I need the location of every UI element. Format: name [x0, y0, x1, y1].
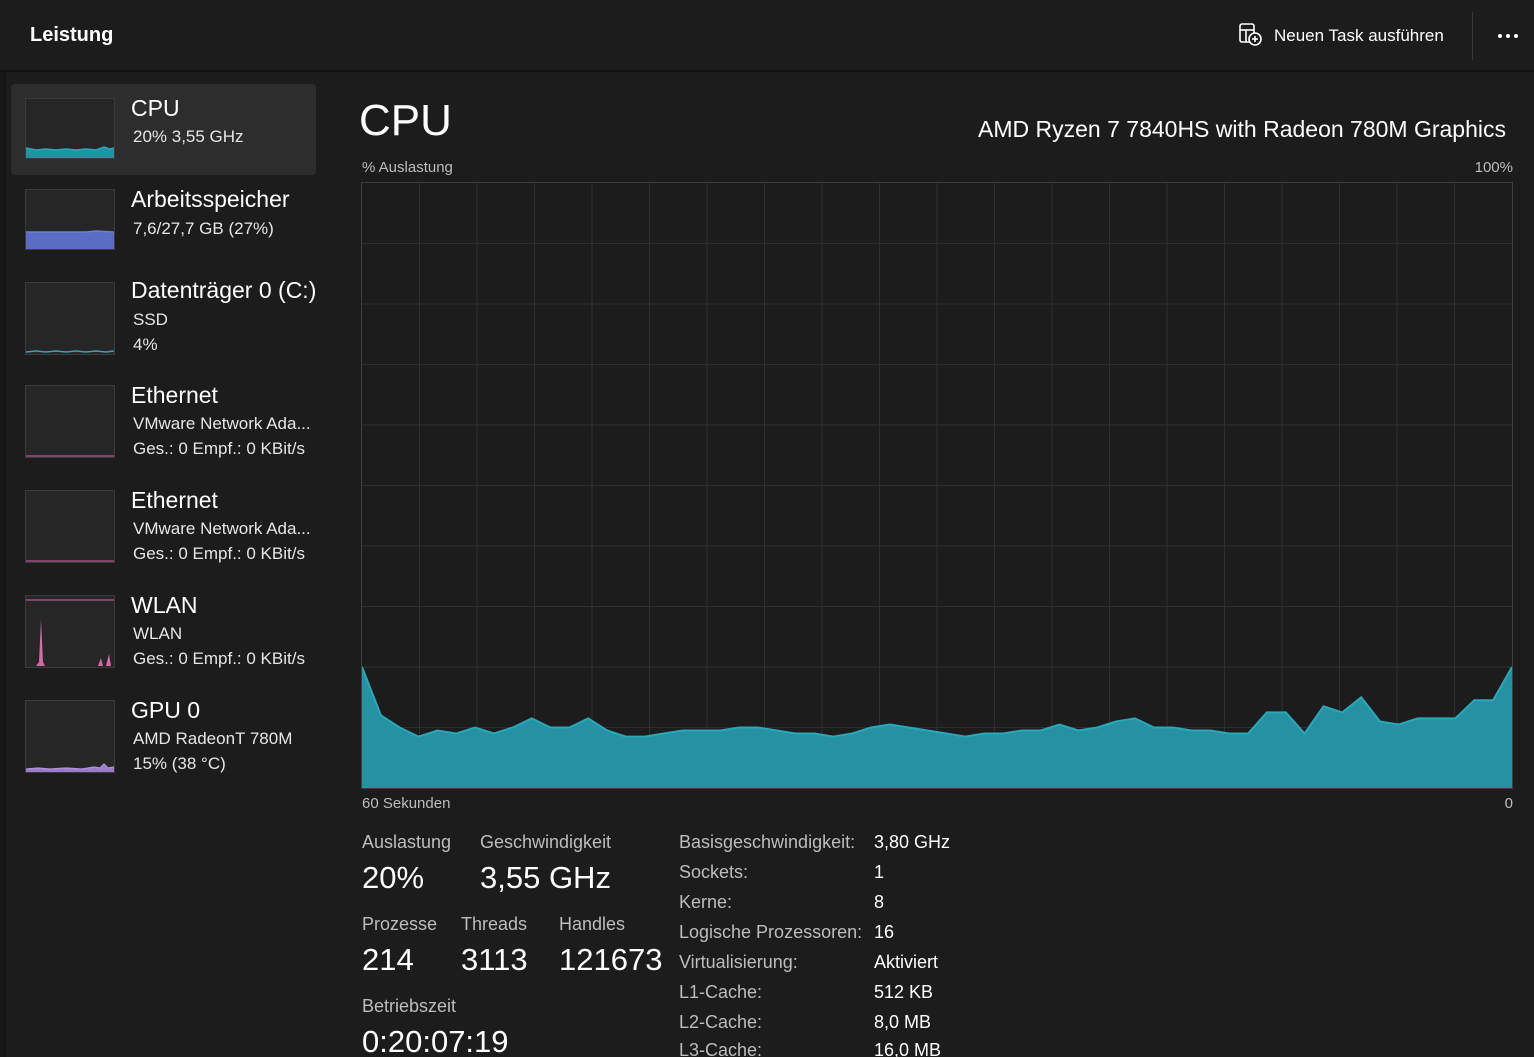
spec-row-l1-cache: L1-Cache: 512 KB	[679, 982, 1079, 1012]
cpu-model-name: AMD Ryzen 7 7840HS with Radeon 780M Grap…	[978, 116, 1506, 142]
cpu-utilization-line	[361, 666, 1513, 738]
spec-row-base-speed: Basisgeschwindigkeit: 3,80 GHz	[679, 832, 1079, 862]
spec-key: L2-Cache:	[679, 1012, 763, 1032]
sidebar-item-detail: 15% (38 °C)	[133, 754, 226, 773]
uptime-value: 0:20:07:19	[362, 1024, 509, 1057]
spec-value: 512 KB	[874, 982, 934, 1002]
time-axis-label: 60 Sekunden	[362, 795, 451, 812]
sidebar-item-title: Ethernet	[131, 382, 218, 408]
utilization-value: 20%	[362, 860, 425, 895]
window-edge	[0, 72, 6, 1057]
spec-key: Basisgeschwindigkeit:	[679, 832, 856, 852]
sidebar-item-gpu[interactable]: GPU 0 AMD RadeonT 780M 15% (38 °C)	[11, 686, 316, 777]
sidebar-item-detail: VMware Network Ada...	[133, 414, 311, 433]
uptime-label: Betriebszeit	[362, 996, 457, 1016]
sidebar-item-detail: 20% 3,55 GHz	[133, 127, 244, 146]
spec-value: 16,0 MB	[874, 1040, 942, 1057]
spec-key: L1-Cache:	[679, 982, 763, 1002]
spec-key: Sockets:	[679, 862, 749, 882]
spec-row-l2-cache: L2-Cache: 8,0 MB	[679, 1012, 1079, 1042]
wlan-thumbnail-graph	[25, 595, 115, 668]
new-task-icon	[1238, 22, 1262, 51]
sidebar-item-memory[interactable]: Arbeitsspeicher 7,6/27,7 GB (27%)	[11, 175, 316, 266]
processes-label: Prozesse	[362, 914, 438, 934]
sidebar-item-title: Ethernet	[131, 487, 218, 513]
sidebar-item-cpu[interactable]: CPU 20% 3,55 GHz	[11, 84, 316, 175]
spec-key: L3-Cache:	[679, 1040, 763, 1057]
sidebar-item-detail: Ges.: 0 Empf.: 0 KBit/s	[133, 544, 305, 563]
run-new-task-button[interactable]: Neuen Task ausführen	[1228, 18, 1454, 54]
sidebar-item-detail: 4%	[133, 335, 158, 354]
cpu-utilization-area	[362, 667, 1512, 788]
memory-thumbnail-graph	[25, 189, 115, 250]
spec-value: 16	[874, 922, 895, 942]
spec-value: 3,80 GHz	[874, 832, 951, 852]
sidebar-item-detail: AMD RadeonT 780M	[133, 729, 293, 748]
sidebar-item-ethernet-1[interactable]: Ethernet VMware Network Ada... Ges.: 0 E…	[11, 371, 316, 462]
spec-value: 1	[874, 862, 885, 882]
sidebar-item-title: Datenträger 0 (C:)	[131, 277, 317, 303]
processes-value: 214	[362, 942, 414, 977]
disk-thumbnail-graph	[25, 282, 115, 355]
spec-row-sockets: Sockets: 1	[679, 862, 1079, 892]
sidebar-item-detail: Ges.: 0 Empf.: 0 KBit/s	[133, 649, 305, 668]
sidebar-item-detail: Ges.: 0 Empf.: 0 KBit/s	[133, 439, 305, 458]
sidebar-item-title: Arbeitsspeicher	[131, 186, 290, 212]
sidebar-item-disk[interactable]: Datenträger 0 (C:) SSD 4%	[11, 266, 316, 357]
sidebar-item-detail: WLAN	[133, 624, 183, 643]
sidebar-item-detail: 7,6/27,7 GB (27%)	[133, 219, 274, 238]
utilization-label: Auslastung	[362, 832, 452, 852]
spec-value: 8	[874, 892, 885, 912]
spec-value: Aktiviert	[874, 952, 939, 972]
sidebar-item-detail: SSD	[133, 310, 168, 329]
sidebar-item-wlan[interactable]: WLAN WLAN Ges.: 0 Empf.: 0 KBit/s	[11, 581, 316, 672]
spec-value: 8,0 MB	[874, 1012, 932, 1032]
cpu-utilization-graph	[361, 182, 1513, 789]
handles-value: 121673	[559, 942, 663, 977]
run-new-task-label: Neuen Task ausführen	[1274, 26, 1444, 45]
spec-row-l3-cache: L3-Cache: 16,0 MB	[679, 1040, 1079, 1057]
header-divider	[1472, 12, 1473, 60]
handles-label: Handles	[559, 914, 626, 934]
spec-key: Kerne:	[679, 892, 733, 912]
speed-label: Geschwindigkeit	[480, 832, 612, 852]
threads-label: Threads	[461, 914, 528, 934]
spec-row-virtualization: Virtualisierung: Aktiviert	[679, 952, 1079, 982]
more-options-icon	[1498, 34, 1502, 38]
spec-key: Logische Prozessoren:	[679, 922, 863, 942]
ethernet-thumbnail-graph	[25, 385, 115, 458]
sidebar-item-ethernet-2[interactable]: Ethernet VMware Network Ada... Ges.: 0 E…	[11, 476, 316, 567]
sidebar-item-detail: VMware Network Ada...	[133, 519, 311, 538]
header-bar: Leistung Neuen Task ausführen	[0, 0, 1534, 72]
page-title: Leistung	[30, 24, 114, 46]
ethernet-thumbnail-graph	[25, 490, 115, 563]
spec-row-cores: Kerne: 8	[679, 892, 1079, 922]
cpu-graph-canvas	[361, 183, 1513, 788]
sidebar-item-title: CPU	[131, 95, 180, 121]
max-axis-label: 100%	[1474, 159, 1513, 176]
cpu-thumbnail-graph	[25, 98, 115, 159]
spec-row-logical-processors: Logische Prozessoren: 16	[679, 922, 1079, 952]
gpu-thumbnail-graph	[25, 700, 115, 773]
spec-key: Virtualisierung:	[679, 952, 798, 972]
sidebar-item-title: WLAN	[131, 592, 198, 618]
cpu-heading: CPU	[359, 96, 452, 145]
utilization-axis-label: % Auslastung	[362, 159, 453, 176]
more-options-button[interactable]	[1488, 18, 1528, 54]
speed-value: 3,55 GHz	[480, 860, 611, 895]
time-axis-zero-label: 0	[1504, 795, 1513, 812]
threads-value: 3113	[461, 942, 528, 977]
sidebar-item-title: GPU 0	[131, 697, 201, 723]
